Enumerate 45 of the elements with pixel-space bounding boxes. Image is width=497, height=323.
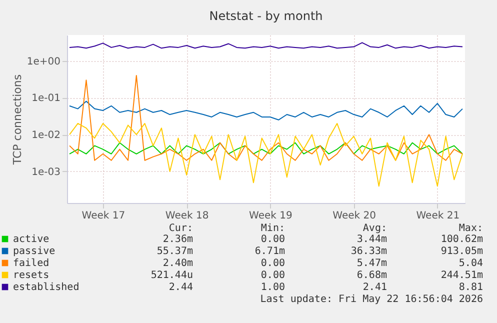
text: Last update: Fri May 22 16:56:04 2026 — [260, 294, 483, 305]
text: Min: — [260, 223, 285, 234]
chart-title: Netstat - by month — [209, 9, 323, 23]
text: 2.41 — [362, 282, 387, 293]
x-tick-label: Week 21 — [416, 210, 460, 222]
x-tick-label: Week 20 — [332, 210, 376, 222]
x-tick-label: Week 17 — [82, 210, 126, 222]
text: 913.05m — [440, 246, 483, 257]
text: 5.04 — [458, 258, 483, 269]
legend-label: active — [13, 234, 50, 245]
line-series — [69, 74, 463, 161]
line-series — [69, 142, 463, 154]
text: 5.47m — [356, 258, 387, 269]
text: 3.44m — [356, 234, 387, 245]
text: 1.00 — [260, 282, 285, 293]
x-tick-label: Week 18 — [165, 210, 209, 222]
y-tick-label: 1e-02 — [32, 130, 60, 142]
x-tick-label: Week 19 — [249, 210, 292, 222]
y-axis-title: TCP connections — [10, 74, 24, 166]
y-tick-label: 1e-01 — [32, 93, 60, 104]
text: 0.00 — [260, 234, 285, 245]
y-tick-label: 1e+00 — [26, 56, 60, 68]
text: 244.51m — [440, 270, 483, 281]
legend-label: failed — [13, 258, 50, 269]
y-tick-label: 1e-03 — [32, 166, 60, 178]
legend-label: resets — [13, 270, 50, 281]
legend-label: passive — [13, 246, 56, 257]
text: 6.68m — [356, 270, 387, 281]
text: 100.62m — [440, 234, 483, 245]
text: Max: — [458, 223, 483, 234]
legend-label: established — [13, 282, 80, 293]
text: 6.71m — [254, 246, 285, 257]
text: 0.00 — [260, 258, 285, 269]
text: 2.40m — [162, 258, 193, 269]
text: 2.36m — [162, 234, 193, 245]
text: 8.81 — [458, 282, 483, 293]
line-series — [69, 100, 463, 120]
text: Avg: — [362, 223, 387, 234]
text: Cur: — [168, 223, 193, 234]
line-series — [69, 122, 463, 187]
text: 0.00 — [260, 270, 285, 281]
text: 55.37m — [156, 246, 193, 257]
text: 521.44u — [150, 270, 193, 281]
text: 36.33m — [350, 246, 387, 257]
text: 2.44 — [168, 282, 193, 293]
